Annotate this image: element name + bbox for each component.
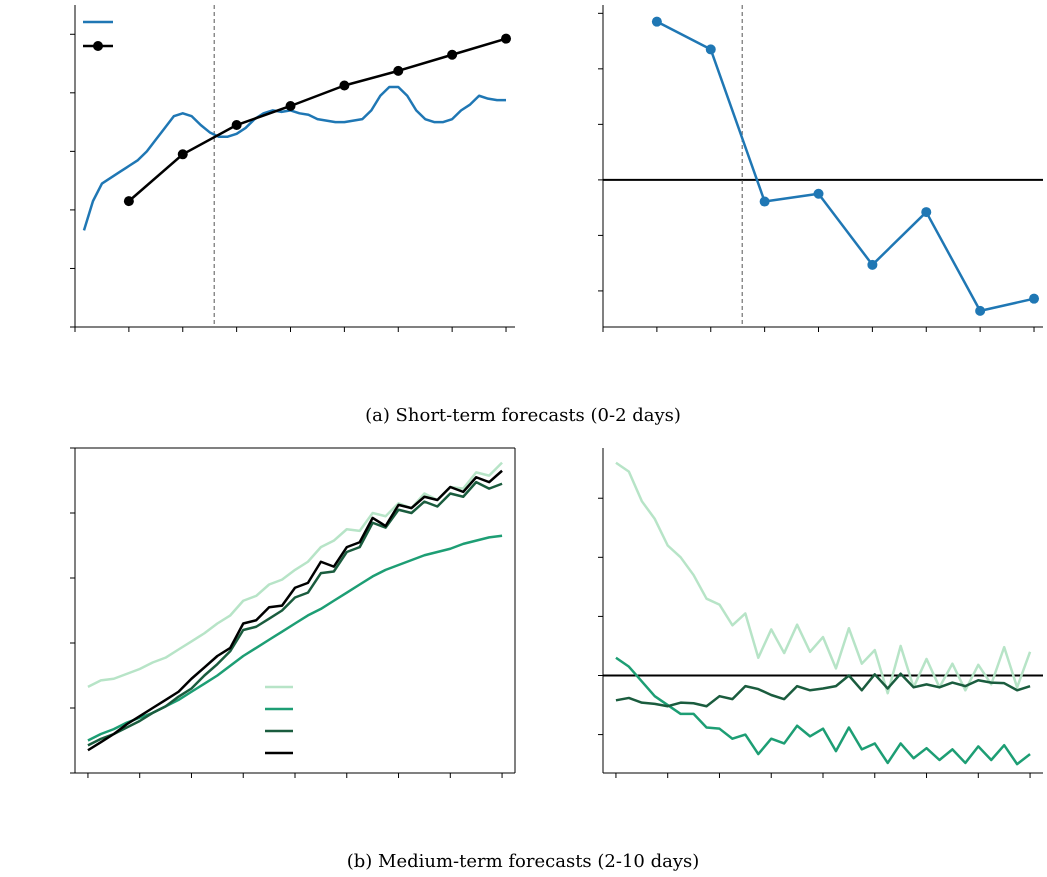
series-line-2 bbox=[615, 672, 1031, 708]
data-point bbox=[285, 100, 296, 111]
series-line-2 bbox=[87, 480, 503, 747]
series-line-1 bbox=[128, 37, 507, 203]
series-line-3 bbox=[87, 469, 503, 752]
data-point bbox=[867, 259, 878, 270]
series-line-0 bbox=[656, 20, 1035, 313]
data-point bbox=[231, 120, 242, 131]
panel-a-right-diff-chart bbox=[598, 5, 1043, 332]
data-point bbox=[339, 80, 350, 91]
data-point bbox=[705, 44, 716, 55]
data-point bbox=[759, 196, 770, 207]
legend-marker bbox=[93, 41, 103, 51]
series-line-0 bbox=[82, 85, 507, 231]
caption-b: (b) Medium-term forecasts (2-10 days) bbox=[347, 851, 700, 872]
data-point bbox=[501, 33, 512, 44]
panel-a-left-rmse-chart bbox=[70, 5, 515, 332]
series-line-0 bbox=[615, 461, 1032, 695]
panel-b-left-rmse-chart bbox=[70, 447, 516, 778]
data-point bbox=[177, 149, 188, 160]
data-point bbox=[813, 188, 824, 199]
data-point bbox=[447, 49, 458, 60]
data-point bbox=[975, 305, 986, 316]
series-line-1 bbox=[615, 656, 1031, 766]
data-point bbox=[651, 16, 662, 27]
caption-a: (a) Short-term forecasts (0-2 days) bbox=[365, 405, 681, 426]
panel-b-right-diff-chart bbox=[598, 448, 1043, 778]
data-point bbox=[123, 196, 134, 207]
data-point bbox=[393, 65, 404, 76]
data-point bbox=[1029, 293, 1040, 304]
data-point bbox=[921, 207, 932, 218]
